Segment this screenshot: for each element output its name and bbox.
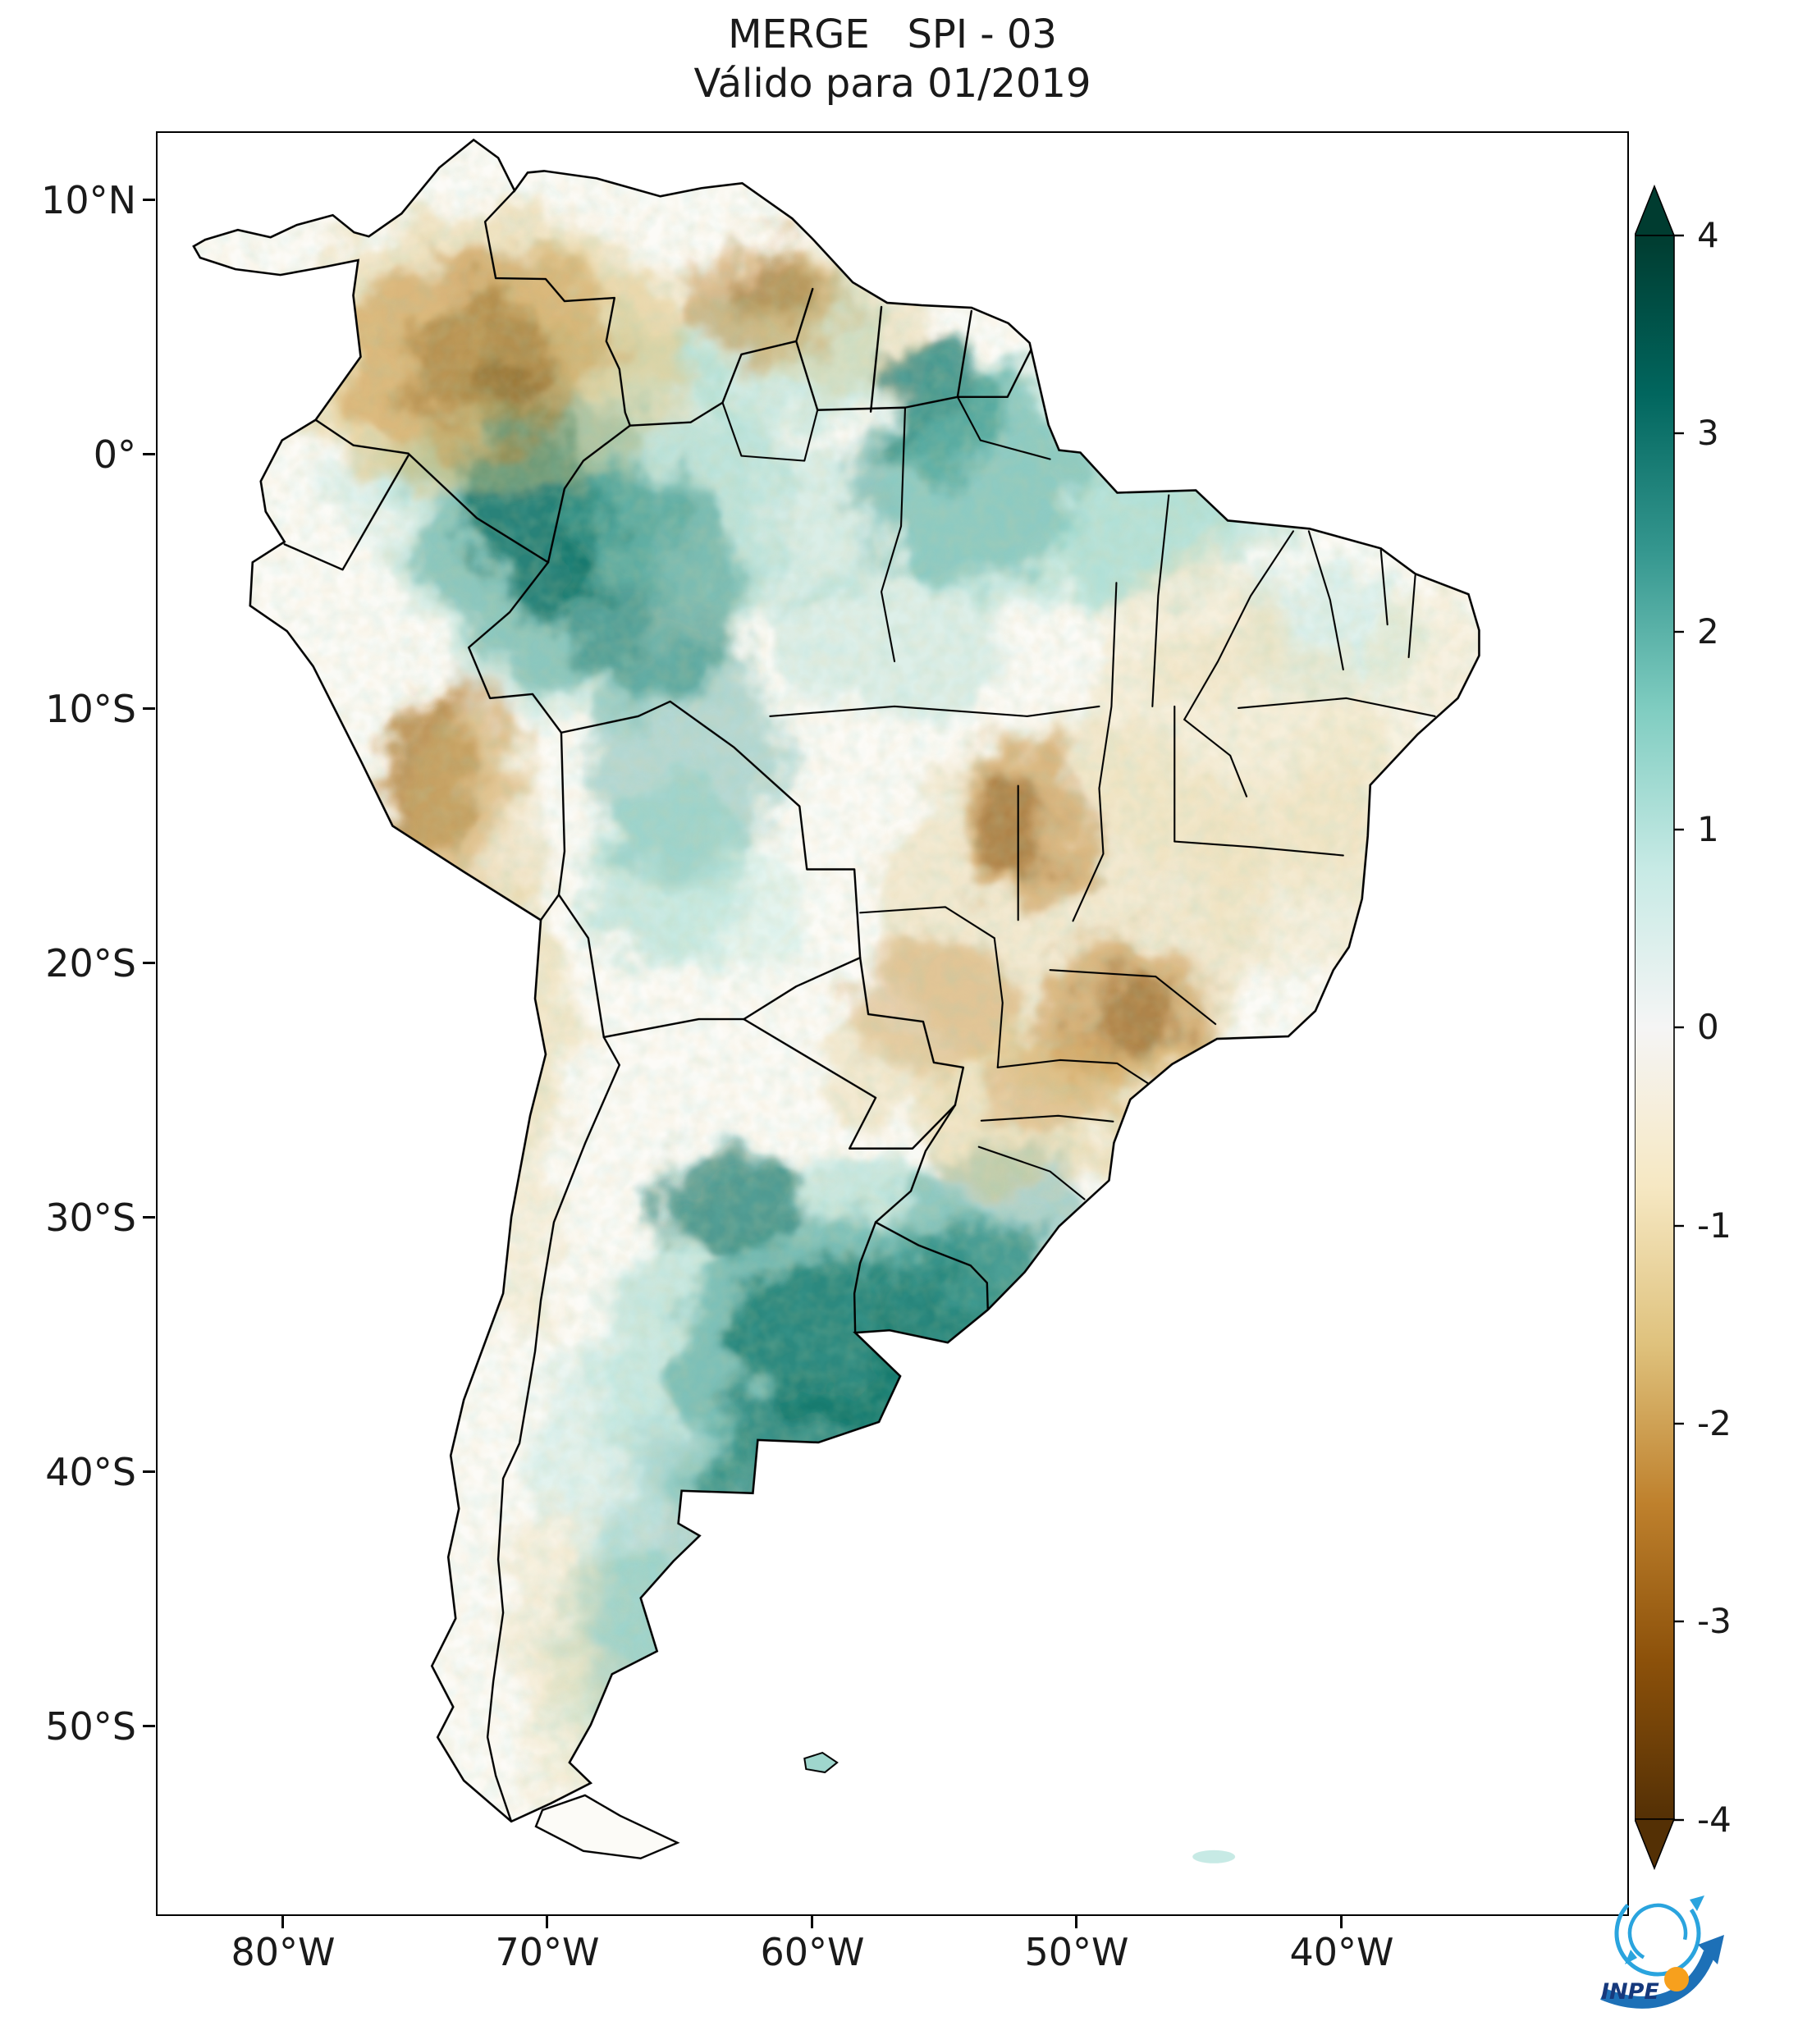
x-tick-mark <box>546 1916 548 1928</box>
y-tick-label: 30°S <box>45 1196 136 1240</box>
colorbar-tick-label: 1 <box>1697 809 1719 849</box>
y-tick-mark <box>143 1216 155 1219</box>
colorbar-tick-label: 3 <box>1697 413 1719 453</box>
y-tick-mark <box>143 962 155 964</box>
colorbar-tick-label: -1 <box>1697 1205 1732 1246</box>
y-tick-label: 50°S <box>45 1704 136 1749</box>
y-tick-mark <box>143 199 155 201</box>
colorbar-bottom-arrow <box>1635 1818 1676 1871</box>
x-tick-label: 40°W <box>1289 1930 1394 1974</box>
inpe-arrow-icon <box>1600 1950 1716 2009</box>
colorbar <box>1635 185 1684 1871</box>
tierra-del-fuego <box>534 1794 680 1859</box>
country-borders <box>283 190 1032 1822</box>
y-tick-label: 10°S <box>45 687 136 731</box>
inpe-text: INPE <box>1601 1979 1659 2005</box>
x-tick-label: 60°W <box>760 1930 865 1974</box>
figure-subtitle: Válido para 01/2019 <box>693 61 1091 107</box>
figure-titles: MERGE SPI - 03 Válido para 01/2019 <box>156 11 1629 107</box>
state-borders <box>721 396 1436 1200</box>
colorbar-tick-label: -3 <box>1697 1601 1732 1641</box>
x-tick-label: 80°W <box>231 1930 336 1974</box>
colorbar-tick-marks <box>1674 234 1684 1822</box>
map-plot-area: INPE <box>156 131 1724 2009</box>
colorbar-tick-label: 0 <box>1697 1007 1719 1047</box>
x-tick-mark <box>811 1916 813 1928</box>
y-tick-mark <box>143 1725 155 1727</box>
x-tick-label: 70°W <box>495 1930 600 1974</box>
x-tick-mark <box>1075 1916 1077 1928</box>
y-tick-mark <box>143 707 155 710</box>
y-tick-label: 40°S <box>45 1450 136 1494</box>
y-tick-label: 0° <box>93 432 136 477</box>
inpe-swirl-icon <box>1614 1890 1704 1977</box>
y-tick-label: 20°S <box>45 941 136 985</box>
inpe-orange-dot <box>1664 1967 1689 1991</box>
x-tick-mark <box>1340 1916 1343 1928</box>
y-tick-label: 10°N <box>41 178 136 222</box>
x-tick-mark <box>281 1916 284 1928</box>
data-artifact <box>1192 1850 1236 1863</box>
y-tick-mark <box>143 453 155 455</box>
x-tick-label: 50°W <box>1024 1930 1129 1974</box>
colorbar-gradient <box>1635 235 1675 1820</box>
inpe-logo: INPE <box>1600 1890 1724 2009</box>
south-america-map <box>158 133 1627 1914</box>
inpe-arrowhead-icon <box>1698 1935 1724 1964</box>
colorbar-tick-label: 4 <box>1697 215 1719 255</box>
colorbar-tick-label: -4 <box>1697 1799 1732 1840</box>
falkland-islands <box>803 1751 839 1774</box>
y-tick-mark <box>143 1470 155 1473</box>
colorbar-tick-label: 2 <box>1697 611 1719 652</box>
colorbar-tick-label: -2 <box>1697 1403 1732 1443</box>
colorbar-top-arrow <box>1635 185 1676 236</box>
figure-title: MERGE SPI - 03 <box>728 11 1057 57</box>
